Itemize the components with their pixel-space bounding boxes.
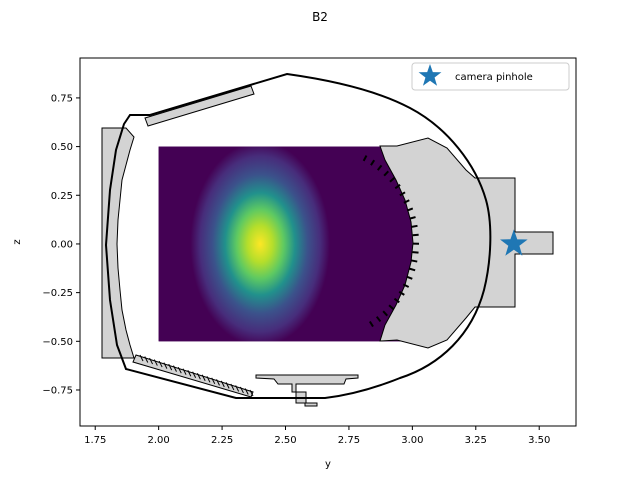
x-tick-label: 2.50 — [274, 435, 296, 446]
tile-tick — [149, 357, 154, 365]
x-axis-ticks: 1.75 2.00 2.25 2.50 2.75 3.00 3.25 3.50 — [84, 426, 550, 446]
antenna-tick — [406, 275, 413, 280]
antenna-tick — [412, 251, 419, 254]
y-tick-label: 0.00 — [51, 239, 73, 250]
y-axis-ticks: −0.75 −0.50 −0.25 0.00 0.25 0.50 0.75 — [42, 93, 80, 396]
antenna-tick — [368, 320, 374, 328]
antenna-tick — [406, 207, 414, 212]
y-tick-label: 0.50 — [51, 142, 73, 153]
legend-box — [411, 62, 570, 91]
x-tick-label: 3.50 — [528, 435, 550, 446]
antenna-tick — [411, 224, 418, 228]
antenna-tick — [382, 310, 388, 317]
legend: camera pinhole — [411, 62, 570, 91]
antenna-tick — [394, 184, 401, 190]
tile-tick — [177, 366, 182, 374]
tile-tick — [144, 356, 149, 363]
antenna-tick — [398, 290, 405, 296]
outer-antenna-housing — [379, 137, 554, 349]
y-axis-label: z — [12, 239, 23, 244]
divertor-tile-ticks — [139, 354, 254, 397]
antenna-tick — [403, 199, 410, 204]
x-tick-label: 1.75 — [84, 435, 106, 446]
antenna-tick — [383, 170, 389, 177]
tile-tick — [153, 359, 158, 366]
y-tick-label: −0.25 — [42, 288, 73, 299]
upper-baffle-plate — [144, 85, 255, 127]
x-tick-label: 2.25 — [211, 435, 233, 446]
tile-tick — [182, 368, 187, 375]
tile-tick — [201, 374, 206, 382]
antenna-tick — [376, 164, 383, 171]
tile-tick — [187, 369, 192, 377]
tile-tick — [158, 360, 163, 368]
y-tick-label: 0.25 — [51, 191, 73, 202]
emission-peak — [158, 146, 413, 342]
legend-star-icon — [418, 64, 442, 86]
legend-label: camera pinhole — [455, 72, 533, 83]
x-tick-label: 2.00 — [148, 435, 170, 446]
antenna-tick — [370, 159, 376, 166]
emission-image — [158, 146, 413, 342]
axes-frame — [79, 57, 577, 427]
tile-tick — [168, 363, 173, 371]
tile-tick — [211, 377, 216, 385]
tile-tick — [206, 376, 211, 383]
tile-tick — [235, 385, 240, 392]
tile-tick — [249, 389, 254, 397]
x-axis-label: y — [325, 459, 331, 470]
tile-tick — [163, 362, 168, 369]
first-wall-outline — [104, 72, 492, 399]
antenna-tick — [375, 316, 382, 323]
antenna-tick — [402, 283, 410, 288]
tile-tick — [230, 383, 235, 391]
tile-tick — [196, 373, 201, 380]
antenna-tick — [362, 155, 368, 162]
chart-title: B2 — [312, 10, 328, 24]
camera-pinhole-marker — [500, 229, 528, 256]
antenna-tick — [409, 216, 416, 220]
lower-support-structure — [255, 374, 359, 407]
antenna-tick — [388, 304, 395, 310]
tile-tick — [173, 365, 177, 372]
tile-tick — [225, 382, 230, 389]
y-tick-label: −0.50 — [42, 337, 73, 348]
y-tick-label: 0.75 — [51, 93, 73, 104]
tile-tick — [139, 354, 144, 362]
tile-tick — [239, 386, 244, 394]
tile-tick — [244, 388, 249, 395]
x-tick-label: 3.25 — [465, 435, 487, 446]
antenna-tick — [409, 267, 416, 272]
x-tick-label: 3.00 — [401, 435, 423, 446]
y-tick-label: −0.75 — [42, 385, 73, 396]
antenna-tile-ticks — [362, 155, 420, 328]
tile-tick — [216, 379, 220, 386]
x-tick-label: 2.75 — [338, 435, 360, 446]
antenna-tick — [411, 259, 418, 263]
tile-tick — [220, 380, 225, 388]
antenna-tick — [389, 177, 396, 183]
antenna-tick — [399, 191, 406, 197]
tile-tick — [192, 371, 197, 378]
antenna-tick — [393, 297, 400, 304]
plot-area — [101, 72, 554, 407]
antenna-tick — [412, 233, 419, 237]
